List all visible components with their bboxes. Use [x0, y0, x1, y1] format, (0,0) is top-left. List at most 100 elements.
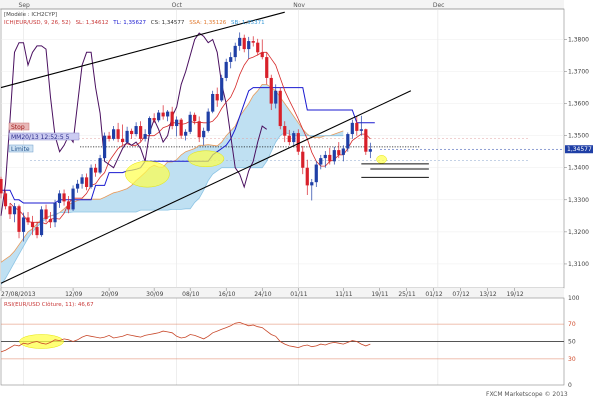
candle-body	[202, 130, 206, 138]
candle-bullish	[175, 116, 179, 137]
candle-bullish	[247, 36, 251, 59]
candle-bullish	[75, 179, 80, 193]
candle-body	[116, 129, 120, 139]
highlight-ellipse	[187, 150, 225, 168]
candle-bearish	[301, 145, 305, 175]
candle-bullish	[292, 130, 296, 146]
candle-body	[287, 135, 291, 143]
candle-bullish	[341, 145, 345, 162]
candle-body	[17, 206, 21, 232]
price-tick-label: 1,3400	[568, 165, 589, 172]
candle-body	[310, 182, 314, 186]
candle-body	[319, 158, 323, 165]
candle-body	[161, 112, 165, 117]
candle-bearish	[296, 129, 300, 155]
candle-bearish	[170, 106, 174, 130]
candle-body	[57, 193, 62, 204]
month-label: Sep	[19, 2, 31, 9]
candle-body	[148, 118, 152, 135]
candle-body	[346, 134, 350, 149]
candle-bullish	[80, 174, 84, 189]
candle-body	[364, 129, 368, 152]
candle-bearish	[0, 176, 3, 199]
candle-body	[21, 217, 26, 232]
candle-bearish	[152, 113, 156, 123]
candle-body	[233, 45, 237, 58]
candle-bearish	[161, 105, 165, 120]
candle-bearish	[35, 221, 39, 239]
order-levels	[30, 137, 564, 161]
candle-bearish	[328, 147, 332, 165]
candle-bullish	[125, 126, 129, 144]
price-tick-label: 1,3600	[568, 101, 589, 108]
candle-body	[188, 114, 192, 132]
price-axis: 1,3800 1,3700 1,3600 1,3500 1,3400 1,3300 1,32…	[564, 36, 589, 268]
price-tick-label: 1,3500	[568, 133, 589, 140]
candle-bullish	[112, 126, 116, 141]
candle-body	[292, 133, 296, 143]
candle-body	[80, 177, 84, 184]
month-label: Oct	[172, 2, 183, 9]
candle-bullish	[202, 127, 206, 146]
candle-bearish	[121, 124, 125, 146]
candle-bullish	[12, 203, 17, 223]
candle-body	[229, 57, 233, 62]
candle-bullish	[229, 52, 233, 69]
stop-tag[interactable]: Stop	[8, 122, 30, 131]
candle-bullish	[274, 84, 278, 109]
candle-body	[296, 133, 300, 152]
candle-body	[175, 119, 179, 127]
candle-bearish	[197, 116, 201, 143]
candle-bearish	[337, 142, 341, 159]
date-tick-label: 16/10	[218, 291, 235, 298]
candle-bullish	[57, 190, 62, 208]
rsi-tick-label: 50	[568, 339, 576, 346]
candle-bearish	[355, 116, 359, 136]
date-tick-label: 07/12	[452, 291, 469, 298]
candle-bullish	[323, 151, 327, 168]
date-tick-label: 01/11	[290, 291, 307, 298]
candle-body	[301, 151, 305, 168]
limit-tag[interactable]: Limite	[8, 144, 34, 153]
header-ssb: SB: 1,35371	[231, 20, 265, 26]
candle-body	[269, 77, 273, 104]
candle-bullish	[359, 115, 363, 136]
candle-body	[215, 93, 219, 101]
candle-body	[247, 41, 251, 50]
candle-body	[359, 129, 363, 131]
candle-bullish	[102, 132, 107, 160]
candle-bearish	[116, 122, 120, 143]
candle-bearish	[107, 131, 111, 142]
candle-bullish	[368, 142, 372, 159]
rsi-tick-label: 100	[568, 295, 580, 302]
candle-bearish	[260, 39, 264, 60]
candlesticks	[0, 32, 372, 242]
candle-bullish	[21, 212, 26, 242]
candle-body	[143, 134, 147, 139]
date-tick-label: 25/11	[398, 291, 415, 298]
candle-bearish	[62, 189, 66, 206]
candle-body	[107, 135, 111, 139]
candle-body	[134, 126, 138, 135]
support-lines	[361, 163, 429, 178]
rsi-line	[0, 321, 371, 353]
candle-bearish	[17, 204, 21, 239]
mm-tag[interactable]: MM20/13 12:52:5 5	[8, 132, 80, 141]
candle-body	[224, 61, 228, 78]
date-tick-label: 11/11	[335, 291, 352, 298]
rsi-header: RSI(EUR/USD Clôture, 11): 46,67	[4, 301, 94, 308]
date-tick-label: 20/09	[101, 291, 118, 298]
candle-body	[170, 111, 174, 127]
price-tick-label: 1,3200	[568, 229, 589, 236]
candle-body	[332, 150, 336, 162]
indicator-header: ICH(EUR/USD, 9, 26, 52) SL: 1,34612 TL: …	[4, 20, 265, 26]
candle-body	[305, 167, 309, 186]
date-tick-label: 19/12	[506, 291, 523, 298]
date-tick-label: 08/10	[182, 291, 199, 298]
candle-body	[152, 118, 156, 121]
candle-body	[157, 112, 161, 121]
candle-body	[75, 183, 80, 189]
candle-body	[130, 130, 134, 135]
candle-body	[328, 154, 332, 162]
candle-body	[112, 129, 116, 139]
